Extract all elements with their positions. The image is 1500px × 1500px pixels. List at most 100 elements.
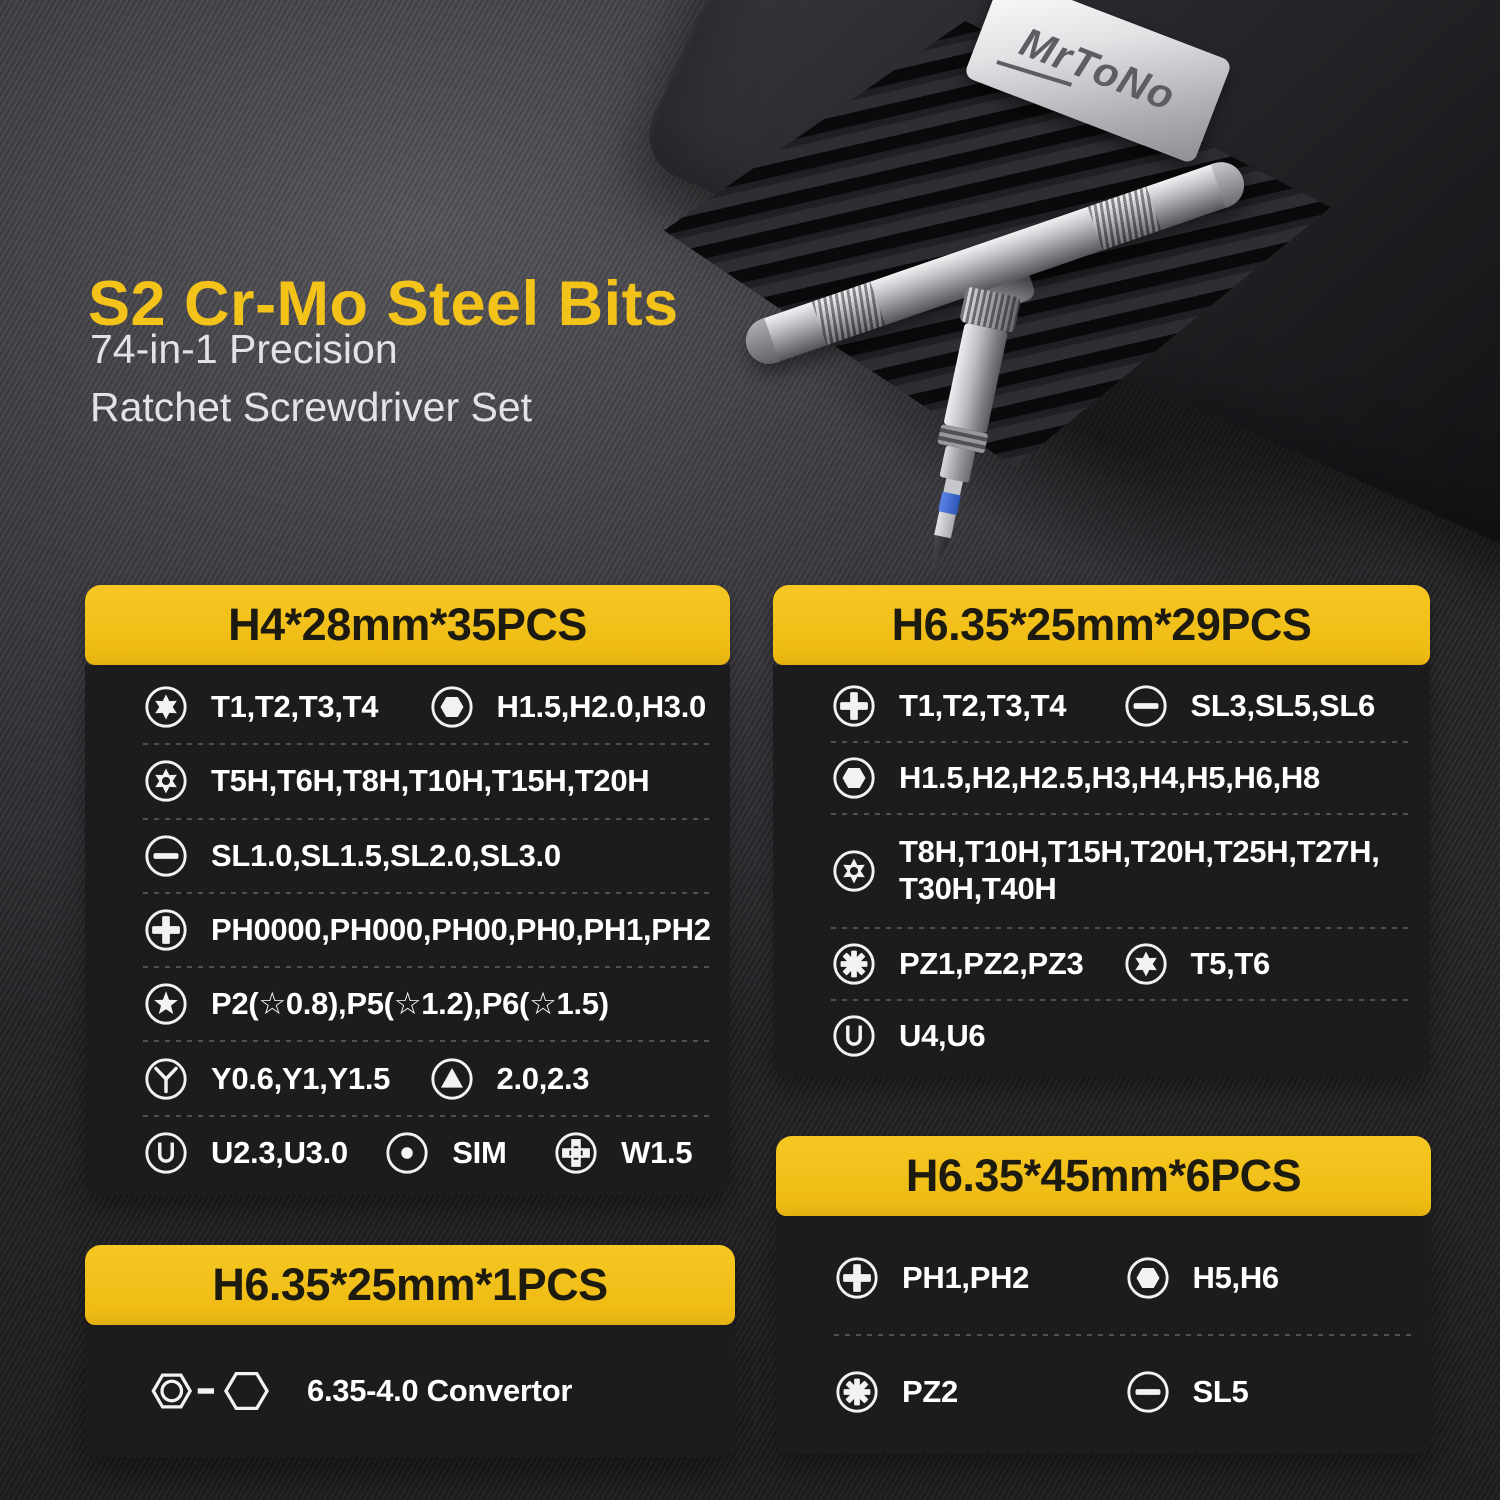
bit-row: T5H,T6H,T8H,T10H,T15H,T20H: [85, 745, 730, 817]
bit-sizes: W1.5: [621, 1134, 693, 1170]
bit-row: 6.35-4.0 Convertor: [85, 1331, 735, 1451]
triwing-icon: [143, 1056, 189, 1102]
bit-body: [933, 511, 956, 539]
row-divider: [834, 1334, 1415, 1336]
bit-sizes: H1.5,H2.0,H3.0: [496, 689, 707, 725]
bit-sizes: PZ2: [902, 1374, 958, 1409]
slotted-icon: [143, 833, 189, 879]
bit-sizes: 2.0,2.3: [496, 1060, 590, 1096]
row-divider: [143, 966, 714, 969]
torx-icon: [1123, 941, 1169, 987]
bit-sizes-line-2: T30H,T40H: [899, 871, 1057, 906]
bit-item: T5,T6: [1123, 941, 1415, 987]
panel-body: T1,T2,T3,T4 H1.5,H2.0,H3.0 T5H,T6H,T8H,T…: [85, 665, 730, 1195]
bit-item: SIM: [384, 1130, 553, 1176]
bit-sizes: T5H,T6H,T8H,T10H,T15H,T20H: [211, 763, 650, 799]
phillips-icon: [831, 683, 877, 729]
bit-item: 6.35-4.0 Convertor: [143, 1365, 719, 1417]
row-divider: [831, 813, 1414, 815]
row-divider: [831, 741, 1414, 743]
bit-sizes: PZ1,PZ2,PZ3: [899, 946, 1084, 981]
pentalobe-icon: [143, 981, 189, 1027]
bit-sizes: H1.5,H2,H2.5,H3,H4,H5,H6,H8: [899, 760, 1320, 795]
row-divider: [143, 743, 714, 746]
bit-sizes: 6.35-4.0 Convertor: [307, 1373, 573, 1408]
spec-panel-h635-25mm-1: H6.35*25mm*1PCS 6.35-4.0 Convertor: [85, 1245, 735, 1457]
bit-sizes: U4,U6: [899, 1018, 986, 1053]
hex-icon: [831, 755, 877, 801]
phillips-bit-tip: [925, 535, 950, 578]
bit-item: T1,T2,T3,T4: [143, 684, 429, 730]
phillips-icon: [143, 907, 189, 953]
bit-item: U2.3,U3.0: [143, 1130, 384, 1176]
bit-item: H5,H6: [1125, 1255, 1416, 1301]
panel-header-label: H4*28mm*35PCS: [228, 599, 587, 650]
bit-row: PH0000,PH000,PH00,PH0,PH1,PH2: [85, 894, 730, 966]
bit-sizes: H5,H6: [1192, 1260, 1280, 1295]
torx-security-icon: [831, 848, 877, 894]
panel-header-label: H6.35*25mm*1PCS: [212, 1259, 608, 1310]
bit-item: W1.5: [553, 1130, 714, 1176]
panel-header: H6.35*45mm*6PCS: [776, 1136, 1431, 1216]
bit-item: H1.5,H2.0,H3.0: [429, 684, 715, 730]
spec-panel-h635-25mm-29: H6.35*25mm*29PCS T1,T2,T3,T4 SL3,SL5,SL6…: [773, 585, 1430, 1077]
bit-item: P2(☆0.8),P5(☆1.2),P6(☆1.5): [143, 981, 714, 1027]
bit-row: H1.5,H2,H2.5,H3,H4,H5,H6,H8: [773, 743, 1430, 813]
brand-logo: MrToNo: [1014, 17, 1183, 120]
bit-sizes: T8H,T10H,T15H,T20H,T25H,T27H, T30H,T40H: [899, 834, 1380, 907]
panel-body: 6.35-4.0 Convertor: [85, 1325, 735, 1457]
torx-security-icon: [143, 758, 189, 804]
bit-sizes: SIM: [452, 1134, 507, 1170]
phillips-icon: [834, 1255, 880, 1301]
bit-row: P2(☆0.8),P5(☆1.2),P6(☆1.5): [85, 968, 730, 1040]
triangle-icon: [429, 1056, 475, 1102]
u-shape-icon: [143, 1130, 189, 1176]
bit-item: U4,U6: [831, 1013, 1414, 1059]
bit-item: T8H,T10H,T15H,T20H,T25H,T27H, T30H,T40H: [831, 834, 1414, 907]
bit-sizes: SL1.0,SL1.5,SL2.0,SL3.0: [211, 837, 561, 873]
bit-item: T5H,T6H,T8H,T10H,T15H,T20H: [143, 758, 714, 804]
bit-sizes: PH0000,PH000,PH00,PH0,PH1,PH2: [211, 911, 711, 947]
bit-row: PH1,PH2 H5,H6: [776, 1222, 1431, 1334]
pozidriv-icon: [831, 941, 877, 987]
row-divider: [831, 999, 1414, 1001]
bit-row: T1,T2,T3,T4 H1.5,H2.0,H3.0: [85, 671, 730, 743]
shaft-barrel: [943, 322, 1009, 434]
bit-item: PZ2: [834, 1369, 1125, 1415]
bit-item: SL5: [1125, 1369, 1416, 1415]
bit-item: 2.0,2.3: [429, 1056, 715, 1102]
cross-w-icon: [553, 1130, 599, 1176]
panel-header: H6.35*25mm*29PCS: [773, 585, 1430, 665]
bit-sizes-line-1: T8H,T10H,T15H,T20H,T25H,T27H,: [899, 834, 1380, 870]
spec-panel-h4-28mm: H4*28mm*35PCS T1,T2,T3,T4 H1.5,H2.0,H3.0…: [85, 585, 730, 1195]
page-subtitle: 74-in-1 Precision Ratchet Screwdriver Se…: [90, 320, 532, 436]
row-divider: [143, 817, 714, 820]
bit-sizes: PH1,PH2: [902, 1260, 1030, 1295]
bit-row: T1,T2,T3,T4 SL3,SL5,SL6: [773, 671, 1430, 741]
page-title: S2 Cr-Mo Steel Bits: [88, 269, 679, 340]
pozidriv-icon: [834, 1369, 880, 1415]
bit-sizes: T1,T2,T3,T4: [899, 688, 1067, 723]
row-divider: [143, 1040, 714, 1043]
bit-sizes: Y0.6,Y1,Y1.5: [211, 1060, 391, 1096]
bit-row: PZ1,PZ2,PZ3 T5,T6: [773, 929, 1430, 999]
convertor-icon: [143, 1365, 285, 1417]
slotted-icon: [1123, 683, 1169, 729]
bit-sizes: T5,T6: [1190, 946, 1271, 981]
panel-body: T1,T2,T3,T4 SL3,SL5,SL6 H1.5,H2,H2.5,H3,…: [773, 665, 1430, 1077]
row-divider: [143, 1114, 714, 1117]
torx-icon: [143, 684, 189, 730]
panel-header: H4*28mm*35PCS: [85, 585, 730, 665]
hex-icon: [1125, 1255, 1171, 1301]
panel-body: PH1,PH2 H5,H6 PZ2 SL5: [776, 1216, 1431, 1454]
bit-item: SL1.0,SL1.5,SL2.0,SL3.0: [143, 833, 714, 879]
subtitle-line-2: Ratchet Screwdriver Set: [90, 384, 533, 431]
sim-icon: [384, 1130, 430, 1176]
bit-row: SL1.0,SL1.5,SL2.0,SL3.0: [85, 820, 730, 892]
bit-item: T1,T2,T3,T4: [831, 683, 1123, 729]
bit-row: U2.3,U3.0 SIM W1.5: [85, 1117, 730, 1189]
bit-row: Y0.6,Y1,Y1.5 2.0,2.3: [85, 1042, 730, 1114]
bit-item: Y0.6,Y1,Y1.5: [143, 1056, 429, 1102]
bit-item: H1.5,H2,H2.5,H3,H4,H5,H6,H8: [831, 755, 1414, 801]
